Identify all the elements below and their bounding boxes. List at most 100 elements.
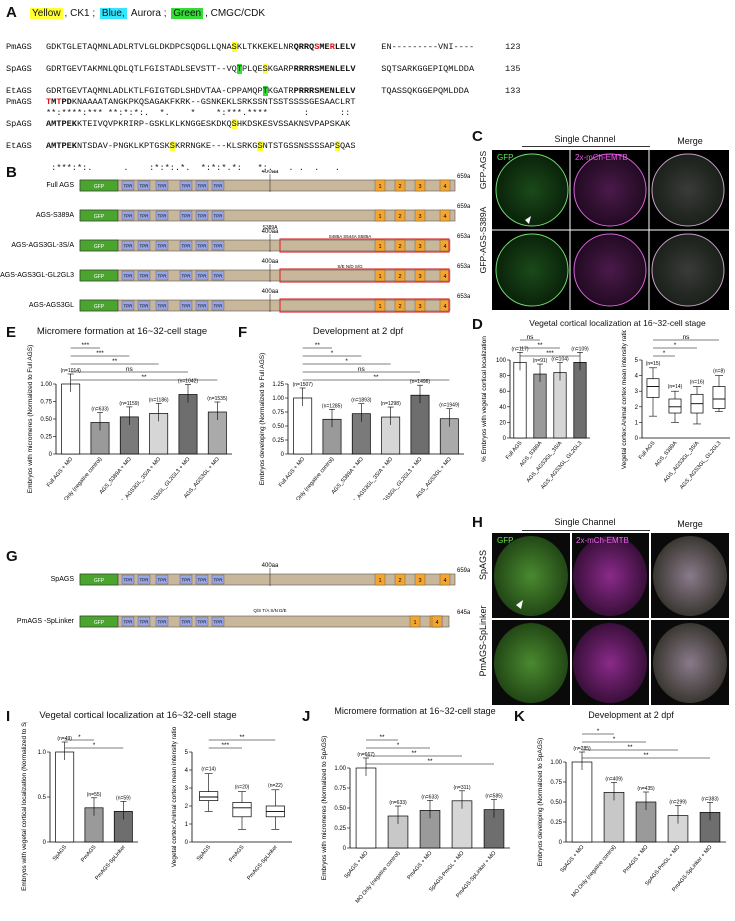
tpr-text: TPR xyxy=(140,304,150,309)
tpr-text: TPR xyxy=(158,274,168,279)
gl-text: 2 xyxy=(398,578,401,584)
n-label: (n=16) xyxy=(690,380,705,386)
construct-backbone xyxy=(79,269,450,282)
tpr-text: TPR xyxy=(140,578,150,583)
tpr-text: TPR xyxy=(182,244,192,249)
h-row-label-1: SpAGS xyxy=(478,550,488,581)
gl-text: 4 xyxy=(443,184,446,190)
align-row-cons-2: :***:*:. . :*:*:.*. *:*:*.*: *:. . . . . xyxy=(46,163,340,173)
gl-box xyxy=(394,209,406,222)
construct-label: SpAGS xyxy=(51,576,75,583)
gl-box xyxy=(394,573,406,586)
gl-box xyxy=(439,269,451,282)
align-row-spags-1: SpAGS GDRTGEVTAKMNLQDLQTLFGISTADLSEVSTT--… xyxy=(6,64,521,74)
panel-label-f: F xyxy=(238,324,248,341)
sig-label: * xyxy=(397,742,400,749)
sig-label: ** xyxy=(239,734,245,741)
tpr-text: TPR xyxy=(124,304,134,309)
y-axis-label: Embryos with vegetal cortical localizati… xyxy=(21,722,28,891)
x-tick-label: PmAGS-SpLinker xyxy=(246,844,279,881)
chart-j: 0 0.25 0.50 0.75 1.00 Embryos with micromeres… xyxy=(321,734,510,905)
bar xyxy=(410,394,430,455)
sig-label: * xyxy=(331,350,334,357)
alignment-block-1: PmAGS GDKTGLETAQMNLADLRTVLGLDKDPCSQDGLLQN… xyxy=(6,31,521,130)
x-tick-label: SpAGS xyxy=(196,844,213,862)
tpr-box xyxy=(179,210,193,221)
sig-label: ** xyxy=(537,342,543,349)
tpr-box xyxy=(137,574,151,585)
panel-label-h: H xyxy=(472,514,483,531)
n-label: (n=1285) xyxy=(322,403,342,409)
n-label: (n=15) xyxy=(646,361,661,367)
tpr-text: TPR xyxy=(140,244,150,249)
gfp-box xyxy=(79,239,119,252)
tpr-box xyxy=(155,180,169,191)
gl-box xyxy=(394,179,406,192)
y-axis-label: % Embryos with vegetal cortical localiza… xyxy=(481,336,488,462)
align-row-pmags-1: PmAGS GDKTGLETAQMNLADLRTVLGLDKDPCSQDGLLQN… xyxy=(6,42,521,52)
x-tick-label: Full AGS xyxy=(638,440,657,461)
panel-label-d: D xyxy=(472,316,483,333)
gl-text: 4 xyxy=(435,620,438,626)
tpr-box xyxy=(179,574,193,585)
y-tick-label: 5 xyxy=(635,358,639,364)
tpr-text: TPR xyxy=(182,184,192,189)
gl-text: 3 xyxy=(418,304,421,310)
alignment-block-2: PmAGS TMTPDKNAAAATANGKPKQSAGAKFKRK--GSNKE… xyxy=(6,86,356,185)
y-axis-label: Vegetal cortex:Animal cortex mean intens… xyxy=(621,330,628,469)
gl-text: 1 xyxy=(378,184,381,190)
tpr-box xyxy=(137,300,151,311)
y-tick-label: 0 xyxy=(49,452,53,458)
gl-box xyxy=(439,299,451,312)
c-embryo-images xyxy=(492,150,729,310)
tpr-box xyxy=(155,300,169,311)
n-label: (n=14) xyxy=(201,767,216,773)
y-tick-label: 60 xyxy=(499,389,506,395)
gl-box xyxy=(394,269,406,282)
n-label: (n=109) xyxy=(571,346,589,352)
gl-text: 4 xyxy=(443,578,446,584)
y-tick-label: 80 xyxy=(499,374,506,380)
linker-box xyxy=(279,298,450,313)
x-tick-label: PmAGS xyxy=(228,844,246,863)
aa400-label: 400aa xyxy=(262,170,279,175)
gl-text: 4 xyxy=(443,244,446,250)
chart-k: 0 0.25 0.50 0.75 1.00 Embryos developing (Nor… xyxy=(537,728,726,899)
tpr-text: TPR xyxy=(158,214,168,219)
kinase-color-legend: Yellow, CK1 ; Blue, Aurora ; Green, CMGC… xyxy=(30,8,267,19)
n-label: (n=91) xyxy=(533,358,548,364)
sig-label: *** xyxy=(222,742,230,749)
length-label: 659aa xyxy=(457,568,470,574)
c-single-channel-header: Single Channel xyxy=(554,134,616,144)
x-tick-label: Full AGS xyxy=(505,440,524,461)
n-label: (n=1496) xyxy=(410,379,430,385)
tpr-box xyxy=(179,300,193,311)
h-emtb-label: 2x-mCh-EMTB xyxy=(576,536,629,545)
sig-label: * xyxy=(93,742,96,749)
c-gfp-label: GFP xyxy=(497,153,514,162)
y-tick-label: 4 xyxy=(635,374,639,380)
x-tick-label: AGS_AGS3GL_GL2GL3 xyxy=(679,440,723,490)
gfp-box xyxy=(79,209,119,222)
tpr-box xyxy=(121,210,135,221)
tpr-text: TPR xyxy=(198,244,208,249)
gl-text: 3 xyxy=(418,274,421,280)
gl-box xyxy=(374,573,386,586)
tpr-text: TPR xyxy=(182,578,192,583)
sig-label: * xyxy=(597,728,600,735)
gl-text: 4 xyxy=(443,274,446,280)
tpr-box xyxy=(211,270,225,281)
gfp-box xyxy=(79,573,119,586)
gl-box xyxy=(414,209,426,222)
construct-label: AGS-AGS3GL xyxy=(29,302,74,309)
tpr-text: TPR xyxy=(214,274,224,279)
tpr-box xyxy=(155,240,169,251)
linker-box xyxy=(279,238,450,253)
c-merge-header: Merge xyxy=(677,136,703,146)
y-tick-label: 0.25 xyxy=(334,826,346,832)
i-title: Vegetal cortical localization at 16~32-c… xyxy=(39,710,237,721)
gl-box xyxy=(374,209,386,222)
k-title: Development at 2 dpf xyxy=(588,710,674,720)
bar xyxy=(293,397,313,455)
gl-box xyxy=(414,573,426,586)
